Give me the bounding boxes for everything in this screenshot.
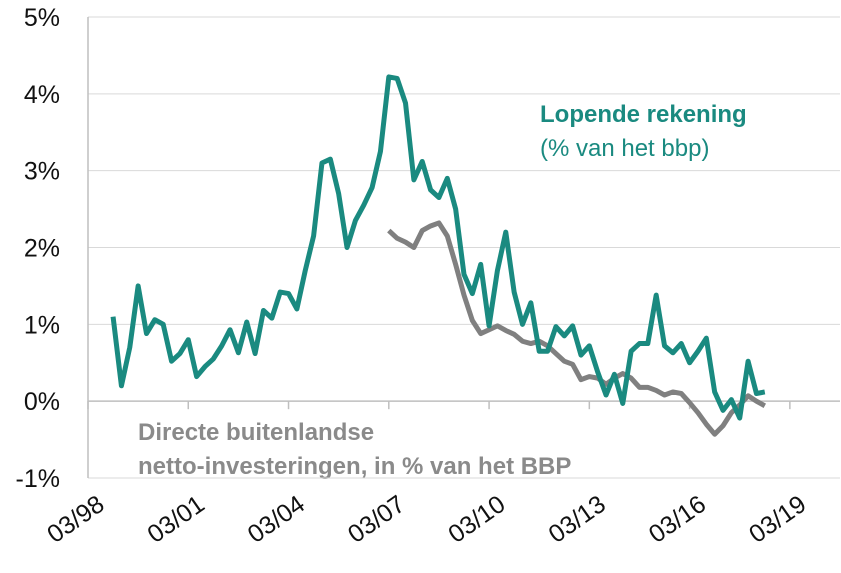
y-tick-label: -1% [16, 465, 60, 493]
y-tick-label: 1% [24, 311, 60, 339]
annotation: Directe buitenlandse [138, 419, 374, 446]
x-tick-label: 03/07 [343, 490, 410, 549]
annotation: Lopende rekening [540, 101, 747, 128]
x-tick-label: 03/19 [744, 490, 811, 549]
series-line [110, 74, 766, 421]
x-tick-label: 03/10 [443, 490, 510, 549]
y-tick-label: 0% [24, 388, 60, 416]
x-tick-label: 03/98 [42, 490, 109, 549]
x-tick-label: 03/13 [543, 490, 610, 549]
series-line [387, 220, 767, 437]
y-tick-label: 2% [24, 235, 60, 263]
y-tick-label: 4% [24, 81, 60, 109]
x-tick-label: 03/01 [142, 490, 209, 549]
y-tick-label: 5% [24, 4, 60, 32]
y-tick-label: 3% [24, 158, 60, 186]
annotation: (% van het bbp) [540, 135, 709, 162]
x-tick-label: 03/04 [243, 490, 310, 549]
x-tick-label: 03/16 [644, 490, 711, 549]
annotation: netto-investeringen, in % van het BBP [138, 453, 571, 480]
